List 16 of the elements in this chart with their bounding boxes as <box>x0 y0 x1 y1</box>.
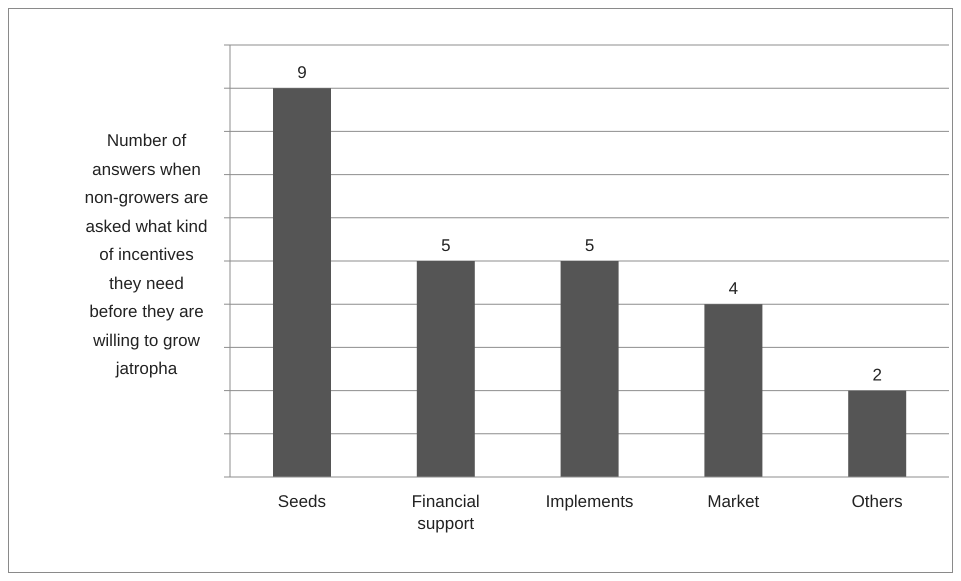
data-label: 5 <box>441 236 451 255</box>
x-tick-label: Market <box>707 492 760 511</box>
bar <box>273 88 331 477</box>
bar <box>416 261 475 477</box>
bar <box>704 304 762 477</box>
x-tick-label: Others <box>852 492 903 511</box>
data-label: 9 <box>297 63 307 82</box>
data-label: 2 <box>872 366 882 385</box>
x-tick-label: Implements <box>546 492 634 511</box>
data-label: 4 <box>728 279 738 298</box>
bar <box>848 390 906 477</box>
bar <box>560 261 619 477</box>
data-label: 5 <box>584 236 594 255</box>
text: Number of answers when non-growers are asked what kind of incentives they need before they are willing to grow jatropha <box>84 131 208 378</box>
x-tick-label: Seeds <box>278 492 326 511</box>
x-tick-label: Financial support <box>412 492 480 533</box>
